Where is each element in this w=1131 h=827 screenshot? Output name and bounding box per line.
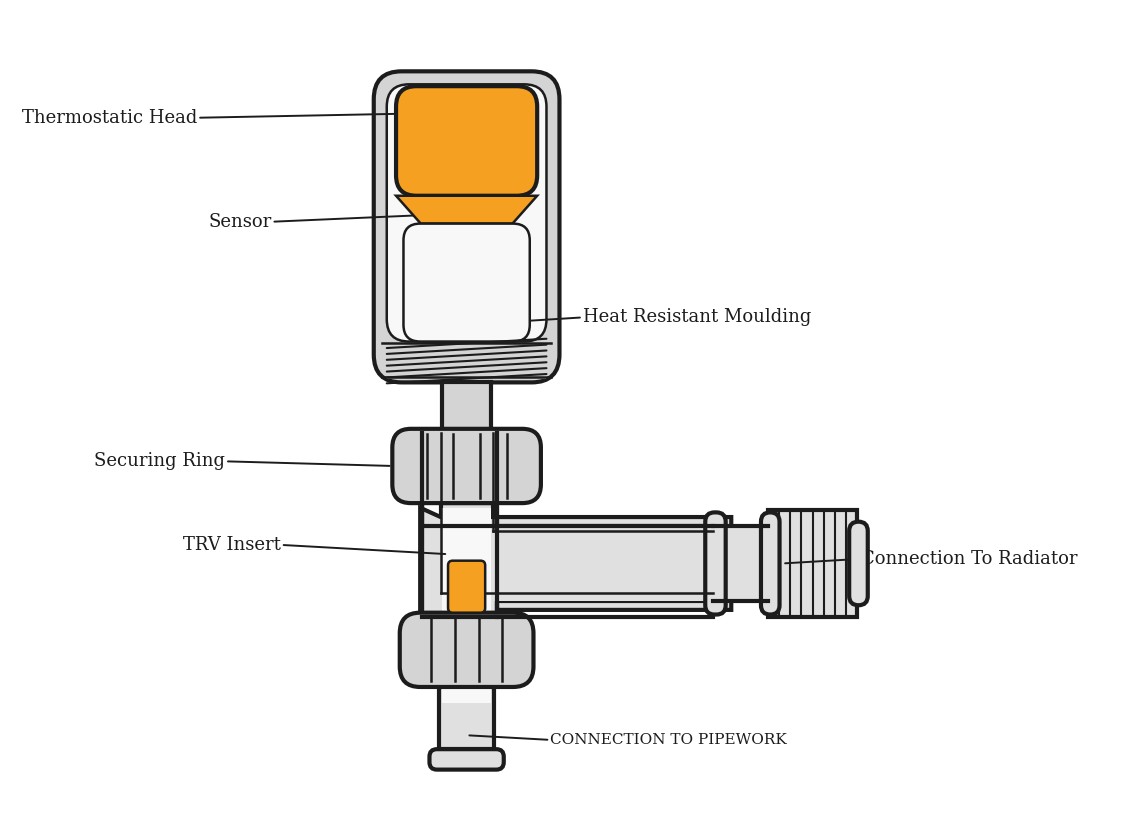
PathPatch shape (421, 508, 732, 680)
Text: TRV Insert: TRV Insert (183, 536, 280, 554)
FancyBboxPatch shape (396, 86, 537, 196)
Text: Securing Ring: Securing Ring (94, 452, 225, 471)
Bar (441, 503, 493, 675)
FancyBboxPatch shape (706, 513, 726, 614)
PathPatch shape (422, 503, 713, 675)
FancyBboxPatch shape (399, 613, 534, 687)
FancyBboxPatch shape (404, 223, 529, 342)
Text: Sensor: Sensor (208, 213, 271, 231)
Text: Heat Resistant Moulding: Heat Resistant Moulding (582, 308, 811, 327)
Bar (768, 509, 856, 617)
Bar (442, 508, 491, 703)
Bar (442, 382, 491, 433)
FancyBboxPatch shape (392, 429, 541, 503)
FancyBboxPatch shape (849, 522, 867, 605)
FancyBboxPatch shape (448, 561, 485, 613)
FancyBboxPatch shape (387, 84, 546, 342)
Text: Connection To Radiator: Connection To Radiator (862, 550, 1078, 568)
Bar (387, 343, 546, 379)
PathPatch shape (396, 196, 537, 223)
Bar (491, 526, 713, 600)
Bar (722, 526, 768, 600)
FancyBboxPatch shape (761, 513, 779, 614)
FancyBboxPatch shape (373, 71, 560, 382)
Bar (439, 687, 494, 749)
Text: CONNECTION TO PIPEWORK: CONNECTION TO PIPEWORK (550, 733, 787, 747)
Text: Thermostatic Head: Thermostatic Head (21, 108, 197, 127)
FancyBboxPatch shape (430, 749, 503, 770)
